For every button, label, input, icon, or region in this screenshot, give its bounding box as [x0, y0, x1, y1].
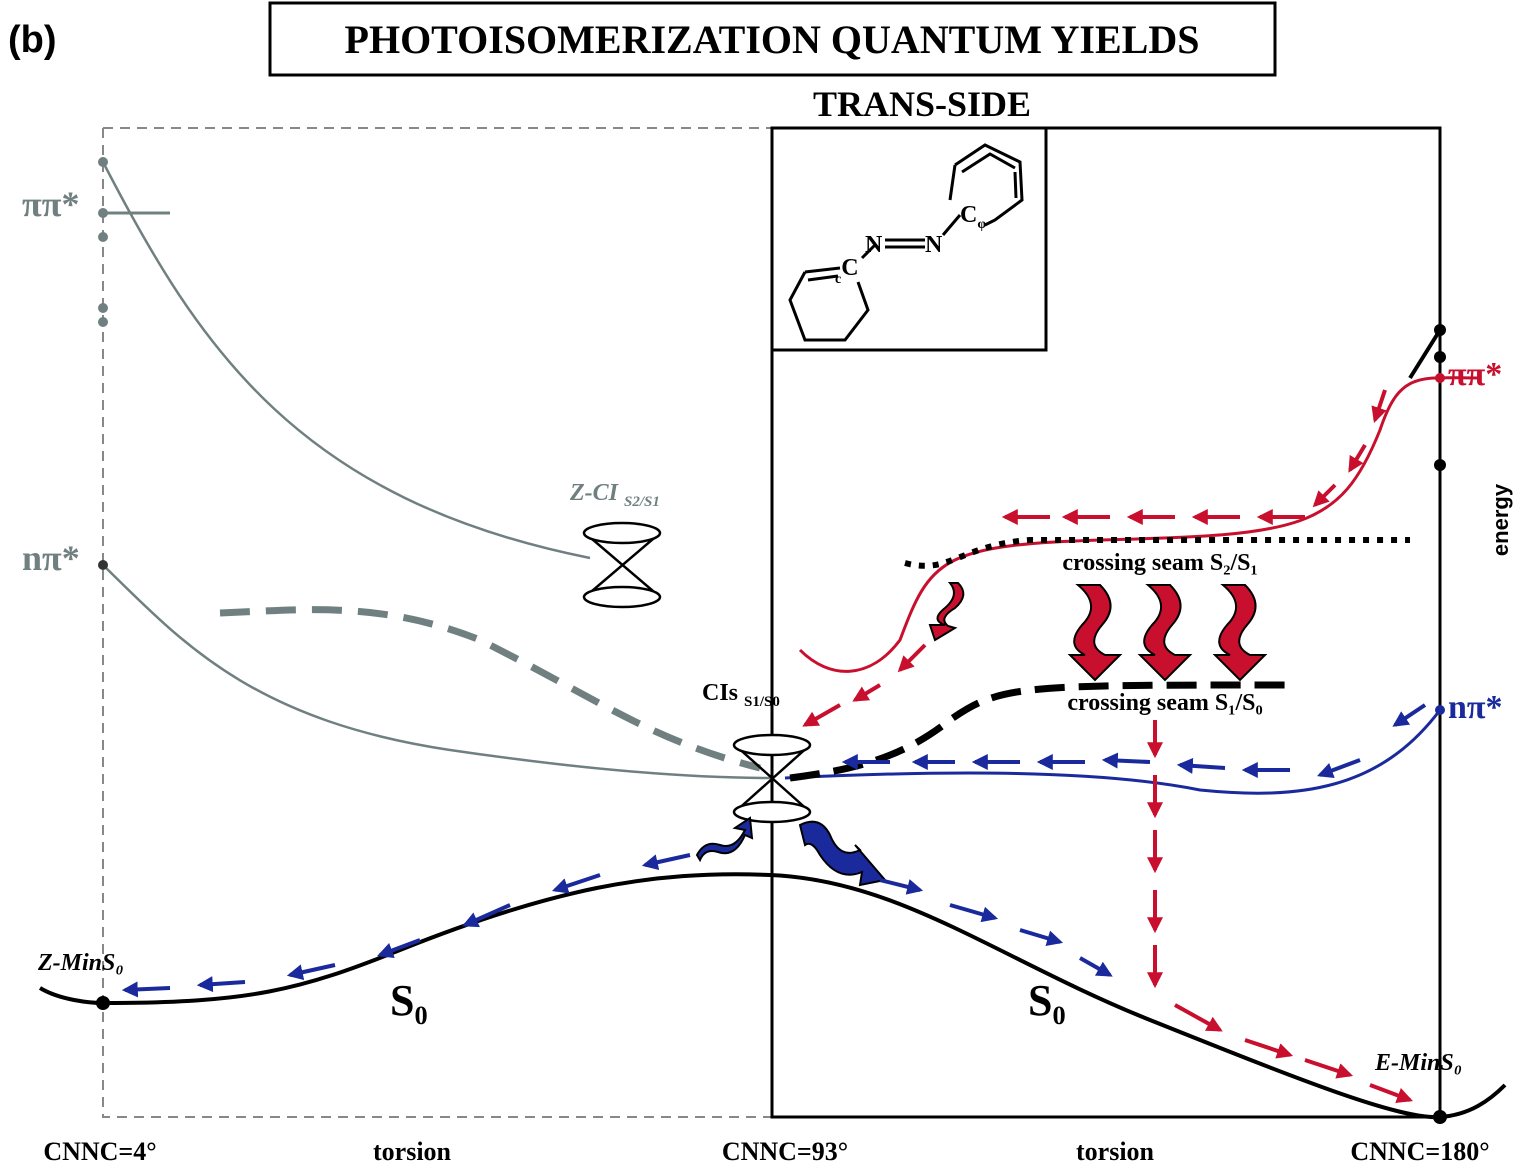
path-arrow: [380, 940, 420, 955]
path-arrow: [1375, 390, 1385, 420]
path-arrow: [900, 645, 925, 670]
path-arrow: [1180, 765, 1225, 768]
path-arrow: [1395, 705, 1425, 725]
path-arrow: [805, 705, 840, 725]
path-arrow: [1305, 1060, 1350, 1075]
wavy-arrow: [1215, 585, 1265, 680]
path-arrow: [200, 982, 245, 985]
path-arrow: [125, 988, 170, 990]
path-arrow: [855, 685, 880, 700]
e-pipi-curve: [800, 378, 1480, 672]
path-arrow: [1370, 1085, 1410, 1100]
path-arrow: [645, 855, 690, 865]
x-label: CNNC=180°: [1350, 1137, 1489, 1166]
state-label: ππ*: [1448, 356, 1502, 393]
wavy-arrows: [697, 583, 1265, 885]
seam-label: crossing seam S₂/S₁: [1062, 550, 1257, 576]
state-label: nπ*: [1448, 689, 1503, 726]
x-label: torsion: [373, 1137, 452, 1166]
z-dashed-curve: [220, 610, 760, 768]
cone-z-ci: [584, 523, 660, 607]
minimum-label: E-MinS₀: [1374, 1050, 1462, 1076]
path-arrow: [950, 905, 995, 918]
path-arrow: [465, 905, 510, 925]
state-label: S₀: [1028, 976, 1066, 1025]
x-label: CNNC=4°: [43, 1137, 156, 1166]
state-label: nπ*: [22, 538, 80, 578]
state-label: S₀: [390, 976, 428, 1025]
minimum-label: Z-MinS₀: [37, 950, 124, 976]
figure: (b) PHOTOISOMERIZATION QUANTUM YIELDS TR…: [0, 0, 1523, 1167]
axis-label: energy: [1488, 483, 1513, 556]
wavy-arrow: [1140, 585, 1190, 680]
path-arrow: [1245, 1040, 1290, 1055]
z-pipi-curve: [103, 162, 590, 558]
z-npi-curve: [103, 565, 772, 778]
state-label: ππ*: [22, 184, 79, 224]
x-label: CNNC=93°: [722, 1137, 848, 1166]
path-arrow: [1320, 760, 1360, 775]
path-arrow: [1175, 1005, 1220, 1030]
wavy-arrow: [1070, 585, 1120, 680]
path-arrow: [1020, 930, 1060, 942]
path-arrow: [290, 965, 335, 975]
x-label: torsion: [1076, 1137, 1155, 1166]
atom: N: [865, 232, 883, 258]
path-arrow: [1080, 958, 1110, 975]
e-npi-curve: [785, 710, 1440, 793]
panel-label: (b): [8, 19, 57, 61]
path-arrow: [880, 880, 920, 890]
section-label: TRANS-SIDE: [813, 84, 1031, 124]
title: PHOTOISOMERIZATION QUANTUM YIELDS: [345, 17, 1200, 62]
left-frame: [103, 128, 772, 1117]
seam-label: crossing seam S₁/S₀: [1067, 690, 1262, 716]
atom: N: [925, 232, 943, 258]
path-arrow: [1105, 760, 1150, 762]
